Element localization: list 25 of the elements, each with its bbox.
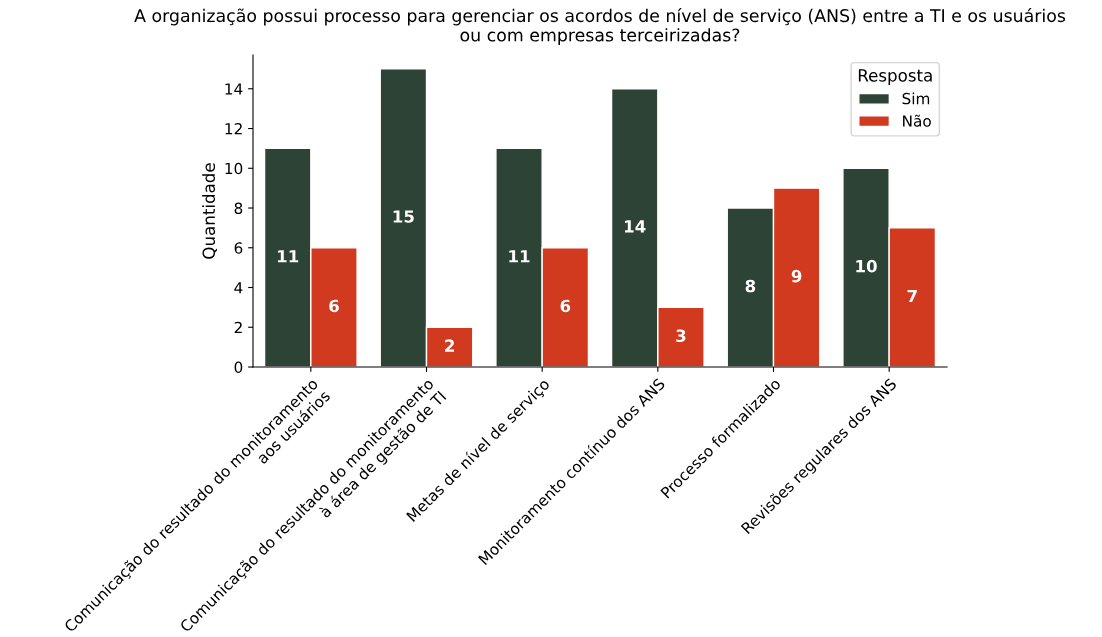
data-label: 6: [329, 299, 339, 313]
data-label: 14: [624, 220, 646, 233]
y-tick-label: 14: [225, 83, 243, 95]
y-tick-label: 0: [234, 361, 243, 374]
data-label: 8: [745, 279, 756, 293]
data-label: 3: [676, 329, 686, 343]
y-axis-title: Quantidade: [202, 163, 217, 259]
y-tick-label: 4: [234, 282, 243, 294]
legend-label: Não: [903, 114, 931, 127]
data-label: 9: [791, 269, 802, 283]
chart-title: A organização possui processo para gerenciar os acordos de nível de serviço (ANS) entre a TI e os usuários ou com empresas terceirizadas?: [134, 8, 1066, 45]
data-label: 11: [277, 250, 299, 263]
y-tick-label: 12: [225, 122, 242, 135]
data-label: 11: [509, 250, 530, 263]
legend-label: Sim: [902, 92, 930, 105]
data-label: 7: [907, 289, 917, 303]
data-label: 10: [856, 259, 877, 273]
data-label: 6: [560, 299, 571, 313]
y-tick-label: 10: [225, 162, 243, 175]
y-tick-label: 8: [234, 202, 243, 215]
y-tick-label: 2: [234, 321, 242, 334]
data-label: 15: [393, 210, 414, 223]
data-label: 2: [445, 339, 454, 352]
legend-title: Resposta: [858, 69, 932, 85]
y-tick-label: 6: [234, 242, 243, 254]
